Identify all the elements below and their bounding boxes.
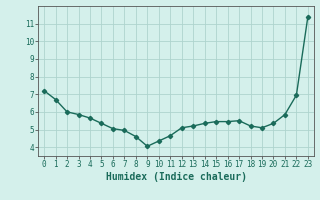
X-axis label: Humidex (Indice chaleur): Humidex (Indice chaleur)	[106, 172, 246, 182]
